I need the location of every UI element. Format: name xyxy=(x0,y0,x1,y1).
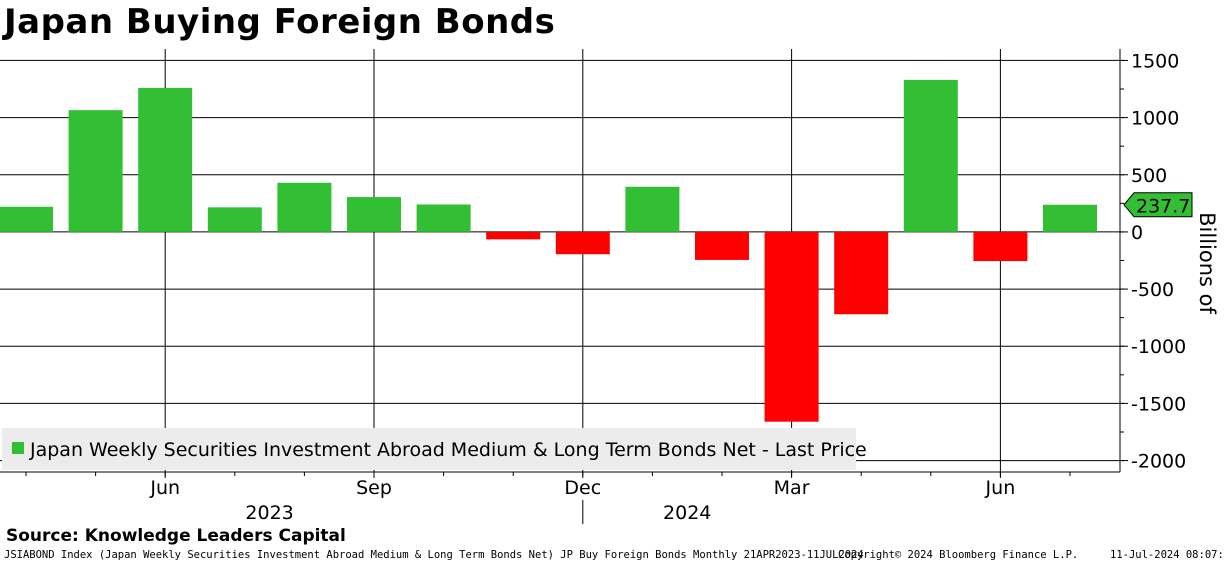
x-tick-label: Sep xyxy=(356,477,392,499)
x-tick-label: Jun xyxy=(149,477,180,499)
y-tick-label: -1000 xyxy=(1131,336,1186,358)
y-tick-label: 500 xyxy=(1131,165,1167,187)
last-value-label: 237.7 xyxy=(1136,196,1190,218)
bar xyxy=(68,110,123,232)
bar xyxy=(903,79,958,232)
y-tick-label: 1000 xyxy=(1131,108,1179,130)
x-tick-label: Dec xyxy=(564,477,601,499)
bar xyxy=(1043,204,1097,232)
x-tick-label: Jun xyxy=(985,477,1016,499)
y-tick-label: 1500 xyxy=(1131,50,1179,72)
bar xyxy=(625,186,680,232)
y-tick-label: 0 xyxy=(1131,222,1143,244)
last-value-tag xyxy=(1123,192,1193,218)
chart-title: Japan Buying Foreign Bonds xyxy=(4,2,556,42)
y-axis-label: Billions of xyxy=(1195,212,1219,314)
bar xyxy=(138,87,193,232)
bar xyxy=(0,206,53,232)
y-tick-label: -500 xyxy=(1131,279,1174,301)
legend-box xyxy=(2,428,856,470)
bar xyxy=(277,182,332,232)
y-tick-label: -1500 xyxy=(1131,393,1186,415)
index-description: JSIABOND Index (Japan Weekly Securities … xyxy=(4,549,864,561)
bar xyxy=(973,231,1028,262)
timestamp: 11-Jul-2024 08:07:21 xyxy=(1110,549,1224,561)
bar xyxy=(764,231,819,422)
year-label: 2023 xyxy=(245,502,293,524)
copyright-note: Copyright© 2024 Bloomberg Finance L.P. xyxy=(838,549,1079,561)
y-tick-label: -2000 xyxy=(1131,451,1186,473)
legend-label: Japan Weekly Securities Investment Abroa… xyxy=(29,439,867,461)
bar xyxy=(486,231,541,240)
bar xyxy=(834,231,889,315)
bar-chart: 1500 1000 500 0 -500 -1000 -1500 -2000 Jun Sep Dec… xyxy=(0,49,1219,524)
year-label: 2024 xyxy=(663,502,711,524)
bar xyxy=(555,231,610,255)
x-tick-label: Mar xyxy=(774,477,810,499)
bar xyxy=(207,207,262,232)
bar xyxy=(416,204,471,232)
bar xyxy=(347,197,401,232)
legend-swatch xyxy=(12,442,24,454)
bar xyxy=(695,231,749,260)
source-note: Source: Knowledge Leaders Capital xyxy=(6,526,346,546)
